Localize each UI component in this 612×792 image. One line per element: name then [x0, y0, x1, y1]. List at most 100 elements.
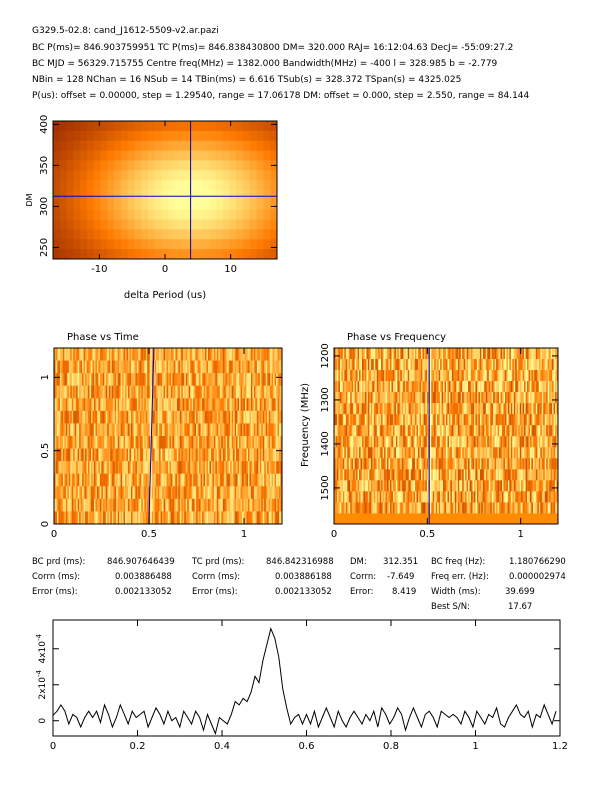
- pt-cell: [178, 348, 181, 361]
- pt-cell: [255, 498, 258, 512]
- pf-cell: [440, 392, 442, 404]
- pf-cell: [509, 480, 512, 492]
- pt-cell: [59, 385, 62, 399]
- pt-cell: [126, 461, 129, 475]
- pf-cell: [444, 381, 447, 393]
- pt-cell: [62, 410, 65, 424]
- pf-cell: [488, 480, 491, 492]
- pt-cell: [147, 410, 150, 424]
- pf-cell: [484, 436, 487, 448]
- pf-cell: [416, 469, 419, 481]
- pt-cell: [138, 360, 141, 374]
- pt-cell: [133, 461, 136, 475]
- pt-cell: [116, 410, 118, 424]
- pf-cell: [513, 480, 516, 492]
- pt-cell: [234, 436, 237, 449]
- pf-cell: [500, 348, 503, 360]
- pt-cell: [138, 498, 141, 512]
- pf-cell: [479, 359, 482, 371]
- pf-cell: [507, 436, 510, 448]
- pt-cell: [273, 473, 275, 487]
- pt-cell: [179, 348, 182, 361]
- pf-cell: [469, 458, 472, 470]
- pt-cell: [144, 385, 147, 399]
- pt-cell: [88, 461, 90, 475]
- pf-cell: [527, 425, 529, 437]
- pt-cell: [170, 498, 173, 512]
- pf-cell: [463, 381, 466, 393]
- pt-cell: [233, 511, 235, 525]
- pf-cell: [447, 436, 450, 448]
- pf-cell: [527, 469, 529, 481]
- pt-cell: [130, 436, 133, 449]
- pt-cell: [99, 436, 102, 449]
- pt-cell: [250, 373, 253, 387]
- pf-cell: [354, 403, 357, 415]
- pdm-cell: [73, 130, 81, 142]
- pf-cell: [490, 381, 492, 393]
- pt-cell: [187, 486, 190, 500]
- pt-cell: [228, 448, 231, 462]
- pt-cell: [267, 373, 269, 387]
- pt-cell: [221, 473, 224, 487]
- pf-cell: [357, 458, 360, 470]
- pf-cell: [552, 403, 554, 415]
- pf-cell: [553, 348, 556, 360]
- pf-cell: [446, 502, 448, 514]
- pf-cell: [456, 469, 459, 481]
- pt-cell: [169, 360, 172, 374]
- pf-cell: [515, 491, 518, 503]
- pt-cell: [176, 448, 179, 462]
- pt-cell: [122, 473, 124, 487]
- pt-cell: [170, 398, 173, 412]
- pdm-cell: [263, 209, 271, 220]
- pf-cell: [507, 414, 510, 426]
- pt-cell: [253, 348, 256, 361]
- pf-cell: [356, 458, 358, 470]
- pdm-cell: [243, 209, 251, 220]
- pt-cell: [259, 498, 262, 512]
- pt-cell: [262, 373, 265, 387]
- pdm-cell: [202, 199, 210, 211]
- pf-cell: [353, 458, 355, 470]
- pt-cell: [88, 360, 90, 374]
- pt-cell: [92, 436, 95, 449]
- pt-cell: [207, 448, 210, 462]
- pt-cell: [205, 511, 207, 525]
- pt-cell: [92, 410, 95, 424]
- pt-cell: [261, 448, 264, 462]
- pf-frame: [333, 347, 559, 525]
- pf-cell: [472, 436, 475, 448]
- pf-cell: [485, 469, 488, 481]
- pt-cell: [56, 486, 59, 500]
- pf-cell: [555, 348, 557, 360]
- pf-cell: [435, 436, 438, 448]
- pf-cell: [522, 502, 525, 514]
- pt-cell: [230, 486, 232, 500]
- pf-ytick-label: 1300: [320, 387, 331, 412]
- pf-cell: [336, 447, 339, 459]
- pf-cell: [512, 447, 515, 459]
- pf-cell: [465, 348, 467, 360]
- pt-cell: [98, 385, 101, 399]
- pt-cell: [178, 385, 181, 399]
- pt-cell: [151, 486, 154, 500]
- pt-cell: [197, 398, 200, 412]
- pt-cell: [219, 423, 222, 437]
- pt-cell: [104, 473, 107, 487]
- pf-cell: [363, 381, 366, 393]
- pt-cell: [159, 360, 161, 374]
- stat-corrn-label: Corrn (ms):: [32, 572, 81, 582]
- pf-cell: [532, 458, 535, 470]
- pt-cell: [215, 486, 218, 500]
- pf-cell: [440, 447, 442, 459]
- pt-cell: [205, 360, 207, 374]
- pf-cell: [521, 414, 523, 426]
- pt-cell: [249, 498, 252, 512]
- pf-cell: [497, 403, 500, 415]
- pt-cell: [207, 436, 210, 449]
- pf-cell: [353, 359, 355, 371]
- pt-cell: [108, 373, 111, 387]
- pf-cell: [429, 381, 432, 393]
- pt-cell: [191, 498, 194, 512]
